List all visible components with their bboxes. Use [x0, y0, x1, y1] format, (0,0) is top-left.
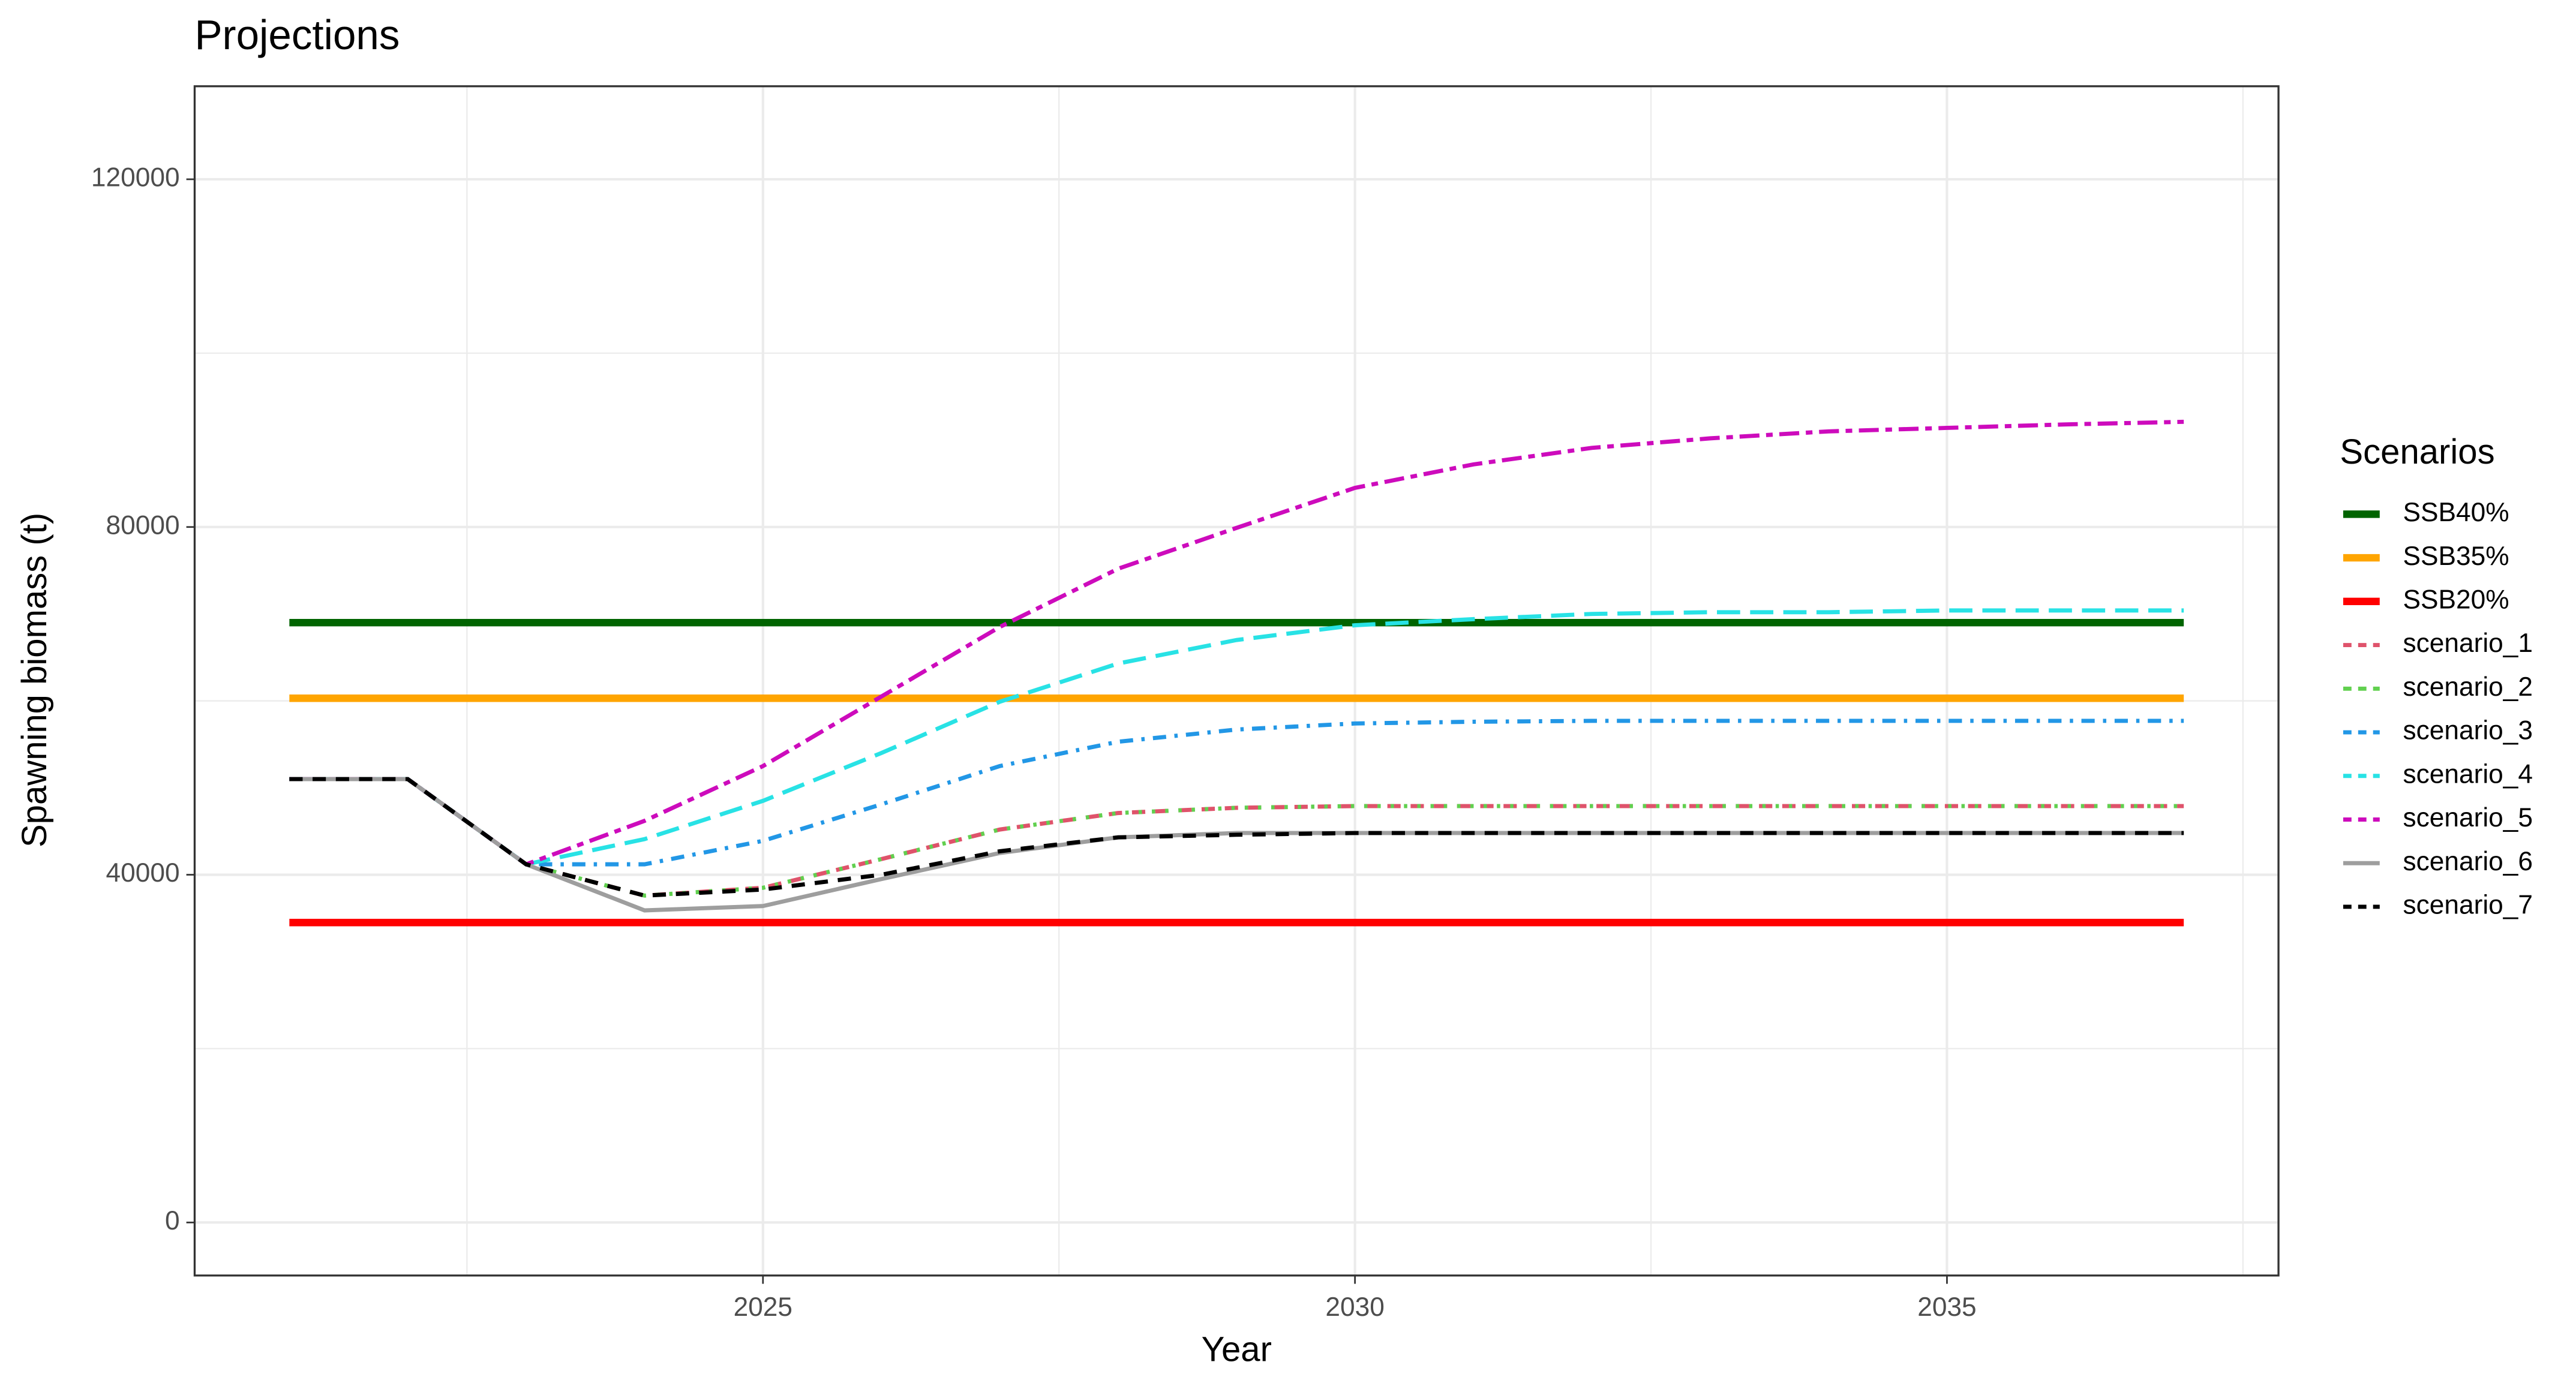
y-tick-label: 0 [165, 1206, 180, 1235]
y-tick-label: 80000 [106, 510, 180, 540]
x-axis-title: Year [1202, 1330, 1272, 1369]
legend-label: SSB20% [2403, 585, 2509, 615]
series-line [289, 419, 2184, 867]
chart-title: Projections [194, 11, 400, 58]
legend-label: scenario_2 [2403, 672, 2533, 702]
legend-label: scenario_1 [2403, 629, 2533, 658]
legend-label: SSB40% [2403, 498, 2509, 527]
series-line [289, 777, 2184, 898]
plot-border [193, 85, 2280, 1277]
series-line [289, 608, 2184, 867]
legend-title: Scenarios [2340, 432, 2494, 471]
series-line [289, 777, 2184, 898]
legend-label: scenario_4 [2403, 759, 2533, 789]
y-axis-title: Spawning biomass (t) [15, 513, 54, 847]
legend-label: scenario_5 [2403, 803, 2533, 832]
legend-label: scenario_3 [2403, 716, 2533, 745]
x-tick-label: 2035 [1917, 1292, 1976, 1322]
x-tick-label: 2025 [734, 1292, 792, 1322]
y-tick-label: 40000 [106, 858, 180, 888]
legend-label: scenario_6 [2403, 847, 2533, 876]
y-tick-label: 120000 [91, 163, 180, 193]
legend-label: scenario_7 [2403, 891, 2533, 920]
x-tick-label: 2030 [1325, 1292, 1384, 1322]
legend-label: SSB35% [2403, 542, 2509, 571]
series-line [289, 777, 2184, 898]
